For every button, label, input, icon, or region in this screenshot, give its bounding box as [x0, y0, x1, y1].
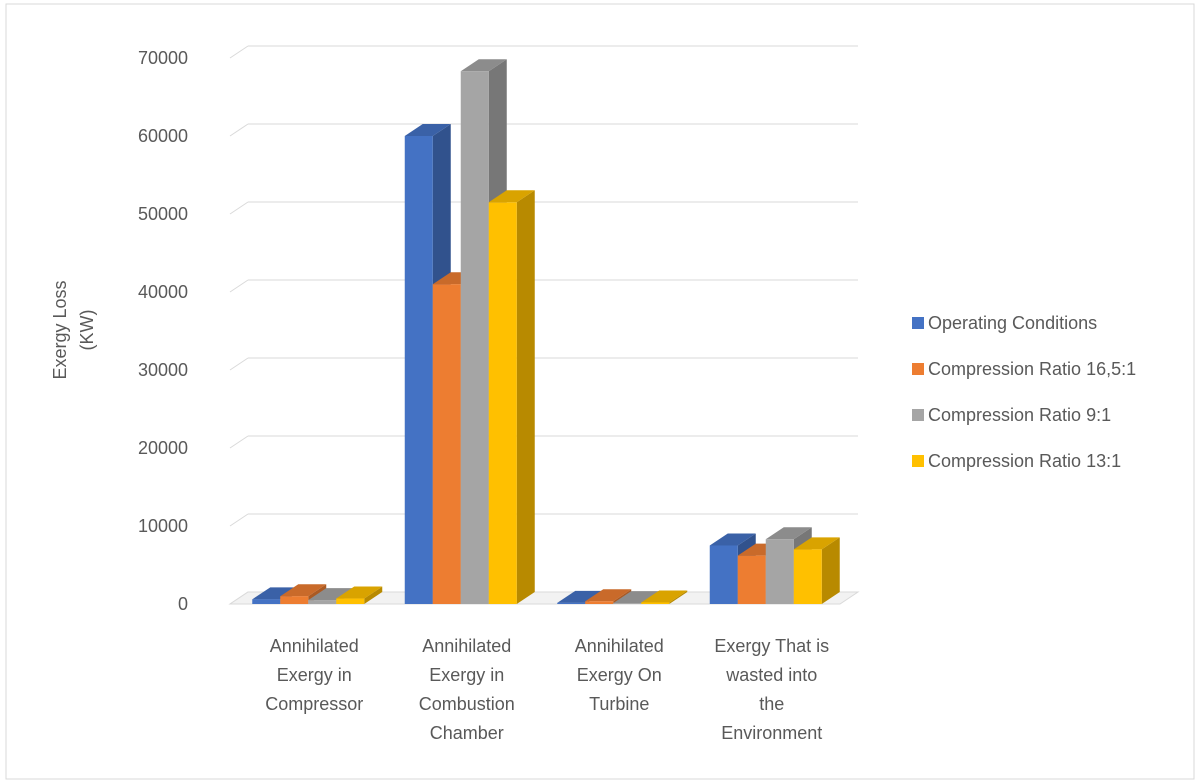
bar-top [308, 588, 355, 601]
bar-front [488, 202, 517, 605]
bar-front [336, 598, 365, 604]
bar-side [364, 586, 383, 604]
bar-front [280, 596, 309, 604]
legend-item: Operating Conditions [912, 313, 1097, 333]
legend-swatch [912, 409, 924, 421]
bar-top [557, 590, 604, 603]
x-category-line: Combustion [419, 694, 515, 714]
bars [252, 59, 840, 605]
bar-front [613, 603, 642, 604]
x-category-label: Annihilated Exergy in Combustion Chamber [419, 636, 515, 743]
x-category-line: Turbine [589, 694, 649, 714]
bar-front [641, 602, 670, 604]
bar [793, 537, 840, 604]
bar-top [404, 124, 451, 136]
y-tick-label: 0 [178, 594, 188, 614]
bar-top [252, 587, 299, 600]
legend-label: Operating Conditions [928, 313, 1097, 333]
y-axis-ticks: 0 10000 20000 30000 40000 50000 60000 70000 [138, 48, 188, 614]
x-category-line: Chamber [430, 723, 504, 743]
chart-border [5, 3, 1195, 780]
bar-top [709, 533, 756, 546]
bar-side [821, 537, 840, 604]
bar-front [404, 136, 433, 604]
legend-swatch [912, 317, 924, 329]
bar-top [280, 584, 327, 597]
y-tick-label: 70000 [138, 48, 188, 68]
x-category-line: Exergy That is [714, 636, 829, 656]
x-category-line: Exergy in [277, 665, 352, 685]
x-axis-categories: Annihilated Exergy in CompressorAnnihilate… [265, 636, 829, 743]
x-category-line: Annihilated [270, 636, 359, 656]
bar-front [737, 555, 766, 604]
bar-top [460, 59, 507, 72]
legend-swatch [912, 455, 924, 467]
x-category-label: Exergy That is wasted into the Environment [714, 636, 829, 743]
gridline-diag [229, 45, 249, 59]
legend-label: Compression Ratio 9:1 [928, 405, 1111, 425]
gridline-diag [229, 201, 249, 215]
y-tick-label: 20000 [138, 438, 188, 458]
gridline-diag [229, 513, 249, 527]
x-category-line: the [759, 694, 784, 714]
gridline-diag [229, 123, 249, 137]
y-tick-label: 50000 [138, 204, 188, 224]
y-axis-title-text: Exergy Loss (KW) [50, 280, 97, 379]
bar-front [709, 545, 738, 604]
x-category-line: Annihilated [422, 636, 511, 656]
bar [488, 190, 535, 605]
bar-top [765, 527, 812, 540]
y-tick-label: 60000 [138, 126, 188, 146]
legend: Operating Conditions Compression Ratio 16… [912, 313, 1136, 471]
x-category-line: Compressor [265, 694, 363, 714]
bar-top [488, 190, 535, 203]
x-category-line: wasted into [725, 665, 817, 685]
x-category-line: Annihilated [575, 636, 664, 656]
x-category-label: Annihilated Exergy On Turbine [575, 636, 664, 714]
legend-item: Compression Ratio 16,5:1 [912, 359, 1136, 379]
bar-side [669, 590, 688, 604]
legend-item: Compression Ratio 13:1 [912, 451, 1121, 471]
gridline-diag [229, 435, 249, 449]
bar-top [641, 590, 688, 603]
bar-front [252, 599, 281, 604]
y-axis-title: Exergy Loss (KW) [50, 280, 97, 379]
bar-front [793, 549, 822, 604]
bar-top [613, 591, 660, 604]
bar-front [460, 71, 489, 604]
x-category-line: Environment [721, 723, 822, 743]
legend-label: Compression Ratio 13:1 [928, 451, 1121, 471]
x-category-line: Exergy On [577, 665, 662, 685]
bar-front [765, 539, 794, 604]
y-tick-label: 30000 [138, 360, 188, 380]
bar-front [432, 284, 461, 604]
y-axis-title-line: (KW) [77, 310, 97, 351]
x-category-line: Exergy in [429, 665, 504, 685]
bar [336, 586, 383, 604]
bar-top [793, 537, 840, 550]
bar [641, 590, 688, 604]
bar-front [308, 600, 337, 604]
legend-swatch [912, 363, 924, 375]
legend-item: Compression Ratio 9:1 [912, 405, 1111, 425]
y-axis-title-line: Exergy Loss [50, 280, 70, 379]
y-tick-label: 10000 [138, 516, 188, 536]
gridline-diag [229, 357, 249, 371]
bar-top [585, 589, 632, 602]
y-tick-label: 40000 [138, 282, 188, 302]
bar-front [557, 602, 586, 604]
x-category-label: Annihilated Exergy in Compressor [265, 636, 363, 714]
legend-label: Compression Ratio 16,5:1 [928, 359, 1136, 379]
gridline-diag [229, 279, 249, 293]
bar-front [585, 601, 614, 604]
bar-side [516, 190, 535, 605]
bar-top [336, 586, 383, 599]
